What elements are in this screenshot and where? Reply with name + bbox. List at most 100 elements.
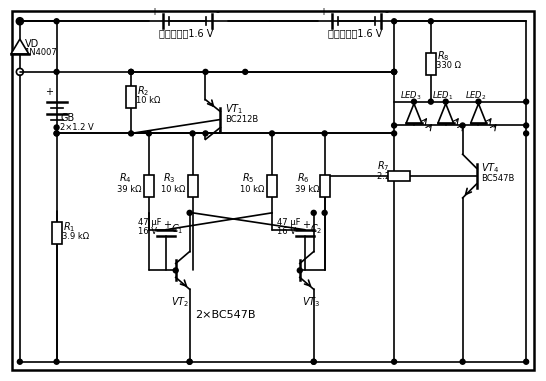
Text: $VT_4$: $VT_4$ (482, 161, 500, 175)
Circle shape (391, 123, 396, 128)
Circle shape (270, 131, 275, 136)
Text: 330 Ω: 330 Ω (436, 61, 461, 70)
Text: +: + (319, 7, 327, 17)
Text: 16 V: 16 V (277, 227, 296, 236)
Text: 39 kΩ: 39 kΩ (295, 184, 319, 194)
Circle shape (524, 359, 529, 364)
Circle shape (429, 99, 434, 104)
Text: $R_4$: $R_4$ (119, 171, 132, 185)
Bar (267, 175, 277, 197)
Text: 2×1.2 V: 2×1.2 V (60, 123, 93, 132)
Circle shape (54, 19, 59, 24)
Text: +: + (150, 7, 158, 17)
Text: $R_8$: $R_8$ (437, 49, 449, 63)
Bar (52, 222, 62, 243)
Circle shape (429, 19, 434, 24)
Circle shape (128, 69, 134, 74)
Text: 10 kΩ: 10 kΩ (240, 184, 265, 194)
Text: 太阳能电池1.6 V: 太阳能电池1.6 V (328, 28, 382, 38)
Text: +: + (302, 220, 310, 230)
Circle shape (311, 359, 316, 364)
Text: $LED_3$: $LED_3$ (400, 90, 422, 102)
Text: 2.2 kΩ: 2.2 kΩ (377, 171, 404, 181)
Text: BC547B: BC547B (482, 174, 515, 182)
Text: $C_2$: $C_2$ (310, 222, 322, 235)
Polygon shape (438, 104, 454, 123)
Circle shape (203, 69, 208, 74)
Bar (426, 53, 436, 75)
Text: $R_6$: $R_6$ (297, 171, 310, 185)
Circle shape (128, 69, 134, 74)
Circle shape (322, 210, 327, 215)
Circle shape (311, 359, 316, 364)
Circle shape (146, 131, 151, 136)
Circle shape (412, 99, 417, 104)
Text: -: - (384, 7, 388, 17)
Text: $R_7$: $R_7$ (377, 159, 390, 173)
Circle shape (128, 131, 134, 136)
Circle shape (460, 359, 465, 364)
Polygon shape (11, 39, 29, 54)
Text: 1N4007: 1N4007 (24, 48, 57, 56)
Bar (388, 171, 410, 181)
Circle shape (190, 131, 195, 136)
Circle shape (391, 69, 396, 74)
Text: +: + (45, 87, 52, 97)
Text: +: + (163, 220, 171, 230)
Text: 太阳能电池1.6 V: 太阳能电池1.6 V (159, 28, 213, 38)
Circle shape (203, 131, 208, 136)
Text: $R_1$: $R_1$ (63, 220, 75, 234)
Circle shape (524, 131, 529, 136)
Text: 47 μF: 47 μF (138, 218, 162, 227)
Circle shape (391, 19, 396, 24)
Text: 10 kΩ: 10 kΩ (161, 184, 185, 194)
Circle shape (391, 131, 396, 136)
Text: GB: GB (61, 112, 75, 123)
Text: $R_3$: $R_3$ (163, 171, 175, 185)
Text: 3.9 kΩ: 3.9 kΩ (62, 232, 88, 241)
Bar (188, 175, 198, 197)
Bar (126, 86, 136, 107)
Text: $R_2$: $R_2$ (137, 84, 149, 98)
Circle shape (187, 359, 192, 364)
Polygon shape (471, 104, 486, 123)
Text: $R_5$: $R_5$ (242, 171, 255, 185)
Circle shape (54, 359, 59, 364)
Circle shape (54, 125, 59, 130)
Circle shape (391, 359, 396, 364)
Text: 16 V: 16 V (138, 227, 157, 236)
Circle shape (391, 69, 396, 74)
Bar (144, 175, 154, 197)
Text: 47 μF: 47 μF (277, 218, 300, 227)
Circle shape (460, 123, 465, 128)
Text: $C_1$: $C_1$ (171, 222, 183, 235)
Text: $LED_2$: $LED_2$ (465, 90, 486, 102)
Bar (319, 175, 330, 197)
Polygon shape (406, 104, 422, 123)
Circle shape (476, 99, 481, 104)
Circle shape (54, 131, 59, 136)
Circle shape (524, 123, 529, 128)
Circle shape (187, 359, 192, 364)
Text: $VT_1$: $VT_1$ (225, 103, 244, 117)
Text: VD: VD (25, 39, 39, 49)
Text: 2×BC547B: 2×BC547B (195, 310, 256, 320)
Circle shape (17, 359, 22, 364)
Circle shape (391, 69, 396, 74)
Text: 39 kΩ: 39 kΩ (117, 184, 141, 194)
Circle shape (524, 99, 529, 104)
Circle shape (311, 210, 316, 215)
Text: BC212B: BC212B (225, 115, 259, 124)
Circle shape (54, 131, 59, 136)
Text: 10 kΩ: 10 kΩ (136, 96, 161, 105)
Circle shape (243, 69, 248, 74)
Circle shape (173, 268, 178, 273)
Circle shape (187, 210, 192, 215)
Text: $LED_1$: $LED_1$ (432, 90, 453, 102)
Circle shape (17, 19, 22, 24)
Circle shape (443, 99, 448, 104)
Text: $VT_2$: $VT_2$ (171, 295, 189, 309)
Text: -: - (216, 7, 219, 17)
Circle shape (298, 268, 302, 273)
Circle shape (322, 131, 327, 136)
